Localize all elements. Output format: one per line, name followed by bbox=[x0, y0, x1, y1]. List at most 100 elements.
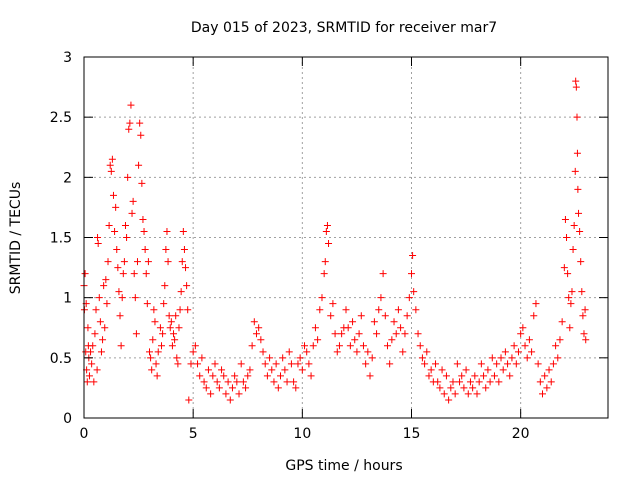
data-point bbox=[477, 360, 485, 368]
data-point bbox=[152, 360, 160, 368]
data-point bbox=[305, 360, 313, 368]
data-point bbox=[130, 270, 138, 278]
data-point bbox=[104, 258, 112, 266]
data-point bbox=[464, 390, 472, 398]
data-point bbox=[530, 312, 538, 320]
data-point bbox=[139, 215, 147, 223]
data-point bbox=[132, 330, 140, 338]
data-point bbox=[142, 270, 150, 278]
data-point bbox=[488, 354, 496, 362]
data-point bbox=[338, 330, 346, 338]
data-point bbox=[316, 306, 324, 314]
data-point bbox=[85, 372, 93, 380]
data-point bbox=[168, 342, 176, 350]
data-point bbox=[158, 342, 166, 350]
data-point bbox=[499, 366, 507, 374]
y-tick-label: 2 bbox=[63, 170, 72, 186]
y-tick-label: 1.5 bbox=[50, 231, 72, 247]
data-point bbox=[501, 348, 509, 356]
data-point bbox=[97, 348, 105, 356]
data-point bbox=[325, 240, 333, 248]
data-point bbox=[301, 342, 309, 350]
data-point bbox=[563, 234, 571, 241]
data-point bbox=[263, 372, 271, 380]
data-point bbox=[375, 306, 383, 314]
data-point bbox=[572, 83, 580, 91]
data-point bbox=[469, 384, 477, 392]
data-point bbox=[182, 264, 190, 272]
data-point bbox=[493, 360, 501, 368]
data-point bbox=[102, 276, 110, 284]
data-point bbox=[344, 324, 352, 332]
data-point bbox=[113, 246, 121, 254]
data-point bbox=[215, 384, 223, 392]
data-point bbox=[564, 270, 572, 278]
data-point bbox=[572, 77, 580, 85]
data-point bbox=[449, 378, 457, 386]
data-point bbox=[403, 312, 411, 320]
data-point bbox=[272, 360, 280, 368]
data-point bbox=[112, 203, 120, 211]
data-point bbox=[123, 234, 131, 241]
data-point bbox=[298, 366, 306, 374]
data-point bbox=[497, 354, 505, 362]
data-point bbox=[545, 366, 553, 374]
data-point bbox=[368, 354, 376, 362]
x-tick-label: 20 bbox=[512, 426, 530, 442]
data-point bbox=[121, 221, 129, 229]
data-point bbox=[577, 258, 585, 266]
data-point bbox=[172, 312, 180, 320]
data-point bbox=[460, 384, 468, 392]
data-point bbox=[224, 378, 232, 386]
data-point bbox=[475, 378, 483, 386]
data-point bbox=[486, 378, 494, 386]
data-point bbox=[151, 318, 159, 326]
data-point bbox=[576, 227, 584, 235]
data-point bbox=[281, 366, 289, 374]
data-point bbox=[84, 324, 92, 332]
x-axis-label: GPS time / hours bbox=[285, 458, 402, 474]
data-point bbox=[231, 372, 239, 380]
data-point bbox=[547, 378, 555, 386]
data-point bbox=[381, 312, 389, 320]
data-point bbox=[279, 354, 287, 362]
y-tick-label: 2.5 bbox=[50, 110, 72, 126]
data-point bbox=[118, 294, 126, 302]
data-point bbox=[83, 378, 91, 386]
data-point bbox=[399, 348, 407, 356]
data-point bbox=[81, 270, 89, 278]
data-point bbox=[556, 336, 564, 344]
data-point bbox=[176, 306, 184, 314]
data-point bbox=[311, 324, 319, 332]
data-point bbox=[124, 173, 132, 181]
data-point bbox=[207, 390, 215, 398]
data-point bbox=[425, 372, 433, 380]
data-point bbox=[349, 318, 357, 326]
data-point bbox=[346, 342, 354, 350]
data-point bbox=[554, 354, 562, 362]
data-point bbox=[162, 246, 170, 254]
data-point bbox=[136, 119, 144, 127]
data-point bbox=[574, 185, 582, 193]
data-point bbox=[179, 227, 187, 235]
data-point bbox=[519, 324, 527, 332]
data-point bbox=[154, 348, 162, 356]
data-point bbox=[259, 348, 267, 356]
data-point bbox=[359, 342, 367, 350]
data-point bbox=[418, 354, 426, 362]
y-tick-label: 1 bbox=[63, 291, 72, 307]
data-point bbox=[370, 318, 378, 326]
data-point bbox=[561, 215, 569, 223]
data-point bbox=[196, 372, 204, 380]
data-point bbox=[423, 348, 431, 356]
data-point bbox=[525, 336, 533, 344]
data-point bbox=[138, 179, 146, 187]
data-point bbox=[408, 270, 415, 278]
data-point bbox=[401, 330, 409, 338]
data-point bbox=[453, 360, 461, 368]
data-point bbox=[506, 372, 514, 380]
data-point bbox=[462, 366, 470, 374]
data-point bbox=[106, 161, 114, 169]
data-point bbox=[159, 330, 167, 338]
data-point bbox=[244, 372, 252, 380]
